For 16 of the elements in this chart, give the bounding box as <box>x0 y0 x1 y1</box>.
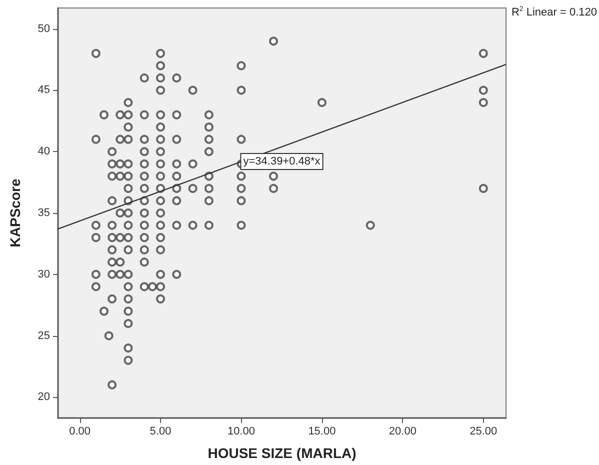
y-tick-label: 50 <box>38 22 50 35</box>
y-tick-label: 35 <box>38 207 50 219</box>
y-tick-label: 45 <box>38 84 50 96</box>
x-tick-label: 15.00 <box>308 426 336 438</box>
x-tick-label: 5.00 <box>150 426 172 438</box>
y-tick-label: 40 <box>38 146 50 158</box>
y-tick-label: 25 <box>38 330 50 342</box>
x-axis-title: HOUSE SIZE (MARLA) <box>208 445 356 461</box>
y-axis-title: KAPScore <box>7 178 23 248</box>
x-tick-label: 20.00 <box>388 426 416 438</box>
x-tick-label: 25.00 <box>470 426 498 438</box>
y-tick-label: 20 <box>38 391 50 404</box>
annotation: y=34.39+0.48*x <box>243 155 321 168</box>
y-tick-label: 30 <box>38 268 50 280</box>
x-tick-label: 0.00 <box>69 426 91 438</box>
x-tick-label: 10.00 <box>227 426 255 438</box>
